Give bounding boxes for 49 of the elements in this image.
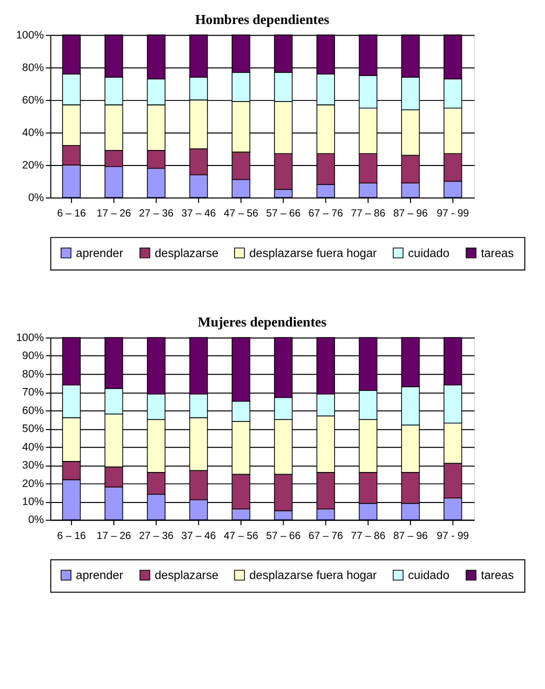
y-tick-label: 80% — [22, 368, 44, 380]
x-tick-label: 87 – 96 — [393, 208, 428, 220]
y-tick-label: 100% — [16, 332, 44, 344]
y-tick-label: 40% — [22, 441, 44, 454]
legend-label: cuidado — [408, 246, 450, 260]
x-tick-label: 6 – 16 — [57, 208, 86, 220]
legend-label: tareas — [480, 568, 514, 582]
y-tick-label: 30% — [22, 460, 44, 472]
y-tick-label: 20% — [22, 159, 44, 172]
y-tick-label: 60% — [22, 94, 44, 106]
legend-label: desplazarse — [154, 246, 219, 260]
x-tick-label: 97 - 99 — [436, 531, 470, 542]
legend-label: tareas — [480, 246, 514, 260]
x-tick-label: 17 – 26 — [96, 208, 132, 220]
y-tick-label: 90% — [22, 350, 44, 362]
y-tick-label: 10% — [22, 496, 44, 508]
x-tick-label: 57 – 66 — [266, 208, 301, 220]
x-tick-label: 47 – 56 — [224, 531, 258, 542]
y-tick-label: 0% — [28, 192, 44, 204]
legend-label: desplazarse fuera hogar — [249, 568, 377, 582]
x-tick-label: 77 – 86 — [350, 531, 386, 542]
x-tick-label: 37 – 46 — [181, 531, 216, 542]
x-tick-label: 57 – 66 — [266, 531, 301, 542]
y-tick-label: 40% — [22, 126, 44, 139]
legend-label: desplazarse fuera hogar — [249, 246, 377, 260]
x-tick-label: 67 – 76 — [308, 531, 344, 542]
x-tick-label: 17 – 26 — [96, 531, 132, 542]
y-tick-label: 20% — [22, 478, 44, 490]
y-tick-label: 50% — [22, 423, 44, 436]
y-tick-label: 100% — [16, 29, 44, 42]
y-tick-label: 60% — [22, 404, 44, 417]
x-tick-label: 27 – 36 — [138, 531, 174, 542]
x-tick-label: 27 – 36 — [138, 208, 174, 220]
legend-label: aprender — [76, 568, 124, 582]
x-tick-label: 37 – 46 — [181, 208, 216, 220]
x-tick-label: 87 – 96 — [393, 531, 428, 542]
x-tick-label: 47 – 56 — [224, 208, 258, 220]
x-tick-label: 77 – 86 — [350, 208, 386, 220]
x-tick-label: 67 – 76 — [308, 208, 344, 220]
legend-label: cuidado — [408, 568, 450, 582]
legend-label: aprender — [76, 246, 124, 260]
x-tick-label: 97 - 99 — [436, 208, 470, 220]
legend-label: desplazarse — [154, 568, 219, 582]
y-tick-label: 0% — [28, 514, 44, 526]
chart-title: Hombres dependientes — [195, 12, 330, 28]
chart-title: Mujeres dependientes — [198, 314, 328, 330]
y-tick-label: 70% — [22, 386, 44, 399]
y-tick-label: 80% — [22, 62, 44, 74]
x-tick-label: 6 – 16 — [57, 531, 86, 542]
